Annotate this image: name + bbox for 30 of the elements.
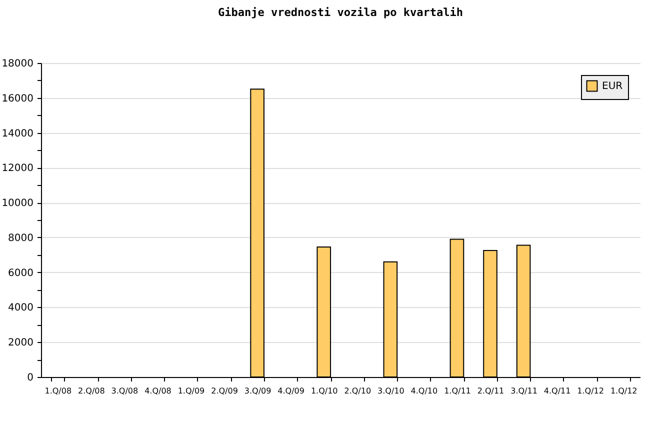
x-tick-label: 1.Q/11: [444, 386, 471, 396]
y-tick-label: 14000: [2, 128, 34, 140]
x-tick-label: 2.Q/08: [78, 386, 105, 396]
y-tick-label: 2000: [8, 338, 34, 349]
y-tick-label: 16000: [2, 93, 34, 104]
x-tick-label: 4.Q/09: [278, 386, 304, 396]
x-tick-label: 1.Q/10: [310, 386, 338, 396]
y-tick-label: 6000: [8, 268, 34, 279]
x-tick-label: 3.Q/11: [510, 386, 538, 396]
x-tick-label: 1.Q/09: [178, 386, 205, 396]
x-tick-label: 4.Q/11: [544, 386, 571, 396]
y-tick-label: 4000: [8, 302, 34, 314]
chart-title: Gibanje vrednosti vozila po kvartalih: [218, 6, 464, 19]
x-tick-label: 1.Q/08: [44, 386, 72, 396]
x-tick-label: 1.Q/12: [577, 386, 604, 396]
x-tick-label: 2.Q/11: [477, 386, 504, 396]
x-tick-label: 4.Q/10: [410, 386, 438, 396]
x-tick-label: 4.Q/08: [144, 386, 172, 396]
y-tick-label: 0: [27, 372, 34, 384]
y-tick-label: 18000: [2, 58, 34, 70]
x-tick-label: 3.Q/09: [244, 386, 272, 396]
x-tick-label: 2.Q/10: [344, 386, 372, 396]
x-tick-label: 2.Q/09: [211, 386, 238, 396]
x-tick-label: 3.Q/10: [378, 386, 404, 396]
x-tick-label: 1.Q/12: [610, 386, 638, 396]
y-tick-label: 10000: [2, 198, 34, 210]
x-tick-label: 3.Q/08: [111, 386, 138, 396]
y-tick-label: 12000: [2, 163, 34, 174]
legend-label: EUR: [602, 81, 623, 92]
y-tick-label: 8000: [8, 232, 34, 244]
